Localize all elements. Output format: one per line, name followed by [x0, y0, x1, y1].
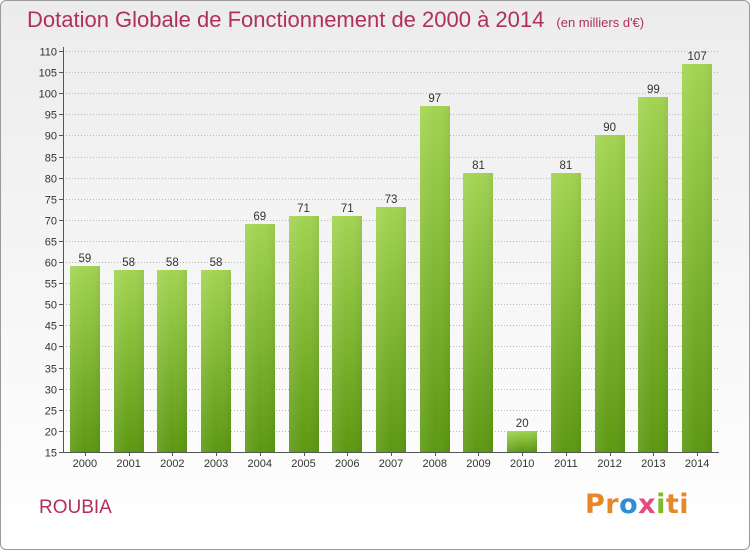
bar-shading	[157, 270, 187, 452]
y-tick-label: 95	[45, 110, 57, 122]
unit-label: (en milliers d'€)	[556, 15, 645, 30]
bar-shading	[551, 173, 581, 452]
x-tick-label: 2001	[116, 458, 140, 470]
y-tick-label: 110	[39, 47, 57, 59]
x-tick-label: 2006	[335, 458, 359, 470]
bar-shading	[420, 106, 450, 452]
value-label: 71	[297, 203, 310, 215]
axes: 15 20 25 30 35 40 45 50 55 60 65 70 75 80 85 90 95 100 105…	[39, 47, 719, 470]
y-tick-label: 90	[45, 131, 57, 143]
y-tick-label: 80	[45, 174, 57, 186]
logo-part-1: Pr	[585, 489, 620, 520]
x-tick-label: 2014	[685, 458, 709, 470]
value-label: 71	[341, 203, 354, 215]
logo-part-5: ti	[665, 489, 690, 520]
y-tick-label: 20	[45, 427, 57, 439]
x-tick-label: 2007	[379, 458, 403, 470]
bar-shading	[463, 173, 493, 452]
value-label: 97	[428, 93, 441, 105]
value-labels: 59 58 58 58 69 71 71 73 97 81 20 81 90 99 107	[78, 51, 706, 430]
value-label: 58	[166, 257, 179, 269]
y-tick-label: 35	[45, 364, 57, 376]
commune-name: ROUBIA	[39, 497, 112, 518]
bar-shading	[682, 64, 712, 452]
proxiti-logo: Proxiti	[585, 489, 689, 520]
value-label: 81	[560, 160, 573, 172]
bar-shading	[376, 207, 406, 452]
x-tick-label: 2000	[73, 458, 97, 470]
value-label: 58	[210, 257, 223, 269]
bar-shading	[289, 216, 319, 452]
bar-shading	[332, 216, 362, 452]
logo-part-4: i	[656, 489, 666, 520]
y-tick-label: 45	[45, 321, 57, 333]
x-tick-label: 2013	[641, 458, 665, 470]
x-tick-label: 2008	[422, 458, 446, 470]
x-tick-label: 2011	[554, 458, 578, 470]
y-tick-label: 100	[39, 89, 57, 101]
value-label: 99	[647, 84, 660, 96]
x-tick-label: 2005	[291, 458, 315, 470]
bar-shading	[245, 224, 275, 452]
y-tick-label: 40	[45, 342, 57, 354]
bar-shading	[114, 270, 144, 452]
x-tick-label: 2010	[510, 458, 534, 470]
x-tick-label: 2009	[466, 458, 490, 470]
y-tick-label: 30	[45, 385, 57, 397]
chart-title: Dotation Globale de Fonctionnement de 20…	[27, 7, 644, 33]
value-label: 20	[516, 418, 529, 430]
y-tick-label: 25	[45, 406, 57, 418]
value-label: 107	[688, 51, 707, 63]
x-tick-label: 2002	[160, 458, 184, 470]
value-label: 81	[472, 160, 485, 172]
value-label: 73	[385, 194, 398, 206]
value-label: 58	[122, 257, 135, 269]
x-tick-label: 2012	[597, 458, 621, 470]
y-tick-label: 50	[45, 300, 57, 312]
chart-title-text: Dotation Globale de Fonctionnement de 20…	[27, 7, 545, 32]
y-tick-label: 55	[45, 279, 57, 291]
y-tick-label: 15	[45, 448, 57, 460]
x-tick-label: 2004	[248, 458, 272, 470]
bar-shading	[70, 266, 100, 452]
value-label: 69	[253, 211, 266, 223]
y-tick-label: 105	[39, 68, 57, 80]
logo-part-3: x	[638, 489, 657, 520]
logo-part-2: o	[619, 489, 639, 520]
y-tick-label: 60	[45, 258, 57, 270]
bar-shading	[595, 135, 625, 452]
x-tick-label: 2003	[204, 458, 228, 470]
y-tick-label: 65	[45, 237, 57, 249]
bar-shading	[638, 97, 668, 452]
value-label: 59	[78, 253, 91, 265]
y-tick-label: 85	[45, 153, 57, 165]
bars	[70, 64, 712, 452]
y-tick-label: 75	[45, 195, 57, 207]
bar-shading	[507, 431, 537, 452]
y-tick-label: 70	[45, 216, 57, 228]
bar-shading	[201, 270, 231, 452]
value-label: 90	[603, 122, 616, 134]
